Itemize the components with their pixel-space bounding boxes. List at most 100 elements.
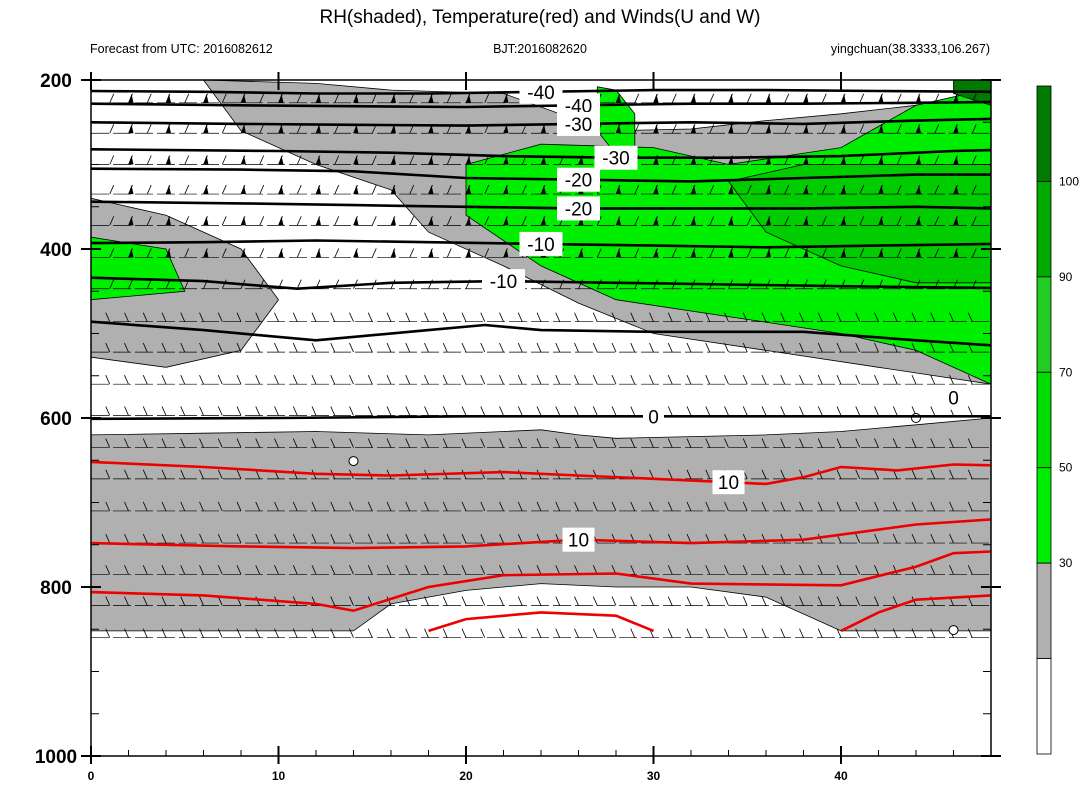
contour-label: -30 [565,115,592,136]
wind-barb [330,406,336,416]
wind-pennant [653,216,659,226]
wind-barb [124,565,129,575]
wind-barb [930,533,936,544]
wind-barb [634,216,640,226]
wind-barb [874,533,879,544]
wind-barb [761,596,767,606]
wind-barb [536,628,542,638]
wind-pennant [128,155,134,165]
chart-title: RH(shaded), Temperature(red) and Winds(U… [319,7,760,28]
wind-barb [780,628,786,638]
wind-barb [480,438,486,448]
contour-label: 10 [718,473,739,494]
wind-barb [896,93,902,103]
wind-barb [146,248,152,258]
wind-pennant [428,185,434,195]
wind-barb [442,312,448,322]
wind-barb [517,406,523,416]
wind-barb [967,596,973,606]
wind-pennant [803,248,809,258]
wind-barb [874,628,879,638]
wind-barb [161,596,167,606]
wind-barb [334,216,340,226]
wind-barb [105,406,111,416]
wind-barb [949,312,954,322]
wind-barb [649,342,654,353]
wind-barb [930,342,936,353]
wind-barb [292,375,298,385]
wind-barb [746,124,752,134]
wind-barb [724,628,729,638]
wind-barb [949,565,954,575]
wind-barb [967,312,973,322]
wind-barb [255,342,261,353]
wind-pennant [616,124,621,134]
wind-barb [799,342,804,353]
wind-barb [911,312,917,322]
wind-pennant [841,216,846,226]
wind-barb [461,375,467,385]
wind-barb [630,596,636,606]
wind-barb [536,501,542,512]
wind-barb [124,501,129,512]
wind-barb [634,93,640,103]
wind-barb [967,375,973,385]
wind-pennant [428,248,434,258]
colorbar-swatch [1036,467,1052,564]
wind-barb [874,312,879,322]
wind-barb [967,628,973,638]
wind-barb [292,406,298,416]
wind-barb [367,312,373,322]
wind-barb [667,438,673,448]
wind-barb [536,342,542,353]
wind-barb [109,124,115,134]
wind-barb [761,312,767,322]
wind-barb [746,184,752,195]
wind-barb [596,216,602,226]
wind-barb [836,312,842,322]
wind-barb [855,406,861,416]
wind-barb [334,155,340,165]
wind-barb [521,216,527,226]
wind-barb [424,596,429,606]
wind-pennant [728,155,734,165]
wind-barb [536,565,542,575]
wind-barb [405,438,411,448]
wind-barb [442,501,448,512]
wind-barb [484,184,490,195]
wind-barb [686,312,692,322]
wind-barb [296,248,302,258]
wind-barb [592,438,598,448]
wind-pennant [466,124,471,134]
wind-barb [761,501,767,512]
wind-barb [199,312,204,322]
wind-barb [161,565,167,575]
wind-barb [855,312,861,322]
wind-barb [311,628,317,638]
wind-pennant [278,93,284,103]
wind-barb [686,406,692,416]
colorbar: 100 90 70 50 30 [1036,85,1079,755]
wind-pennant [241,124,246,134]
wind-barb [330,533,336,544]
wind-barb [274,628,279,638]
wind-barb [517,533,523,544]
wind-barb [146,279,152,289]
wind-barb [724,342,729,353]
wind-barb [236,501,242,512]
wind-barb [686,438,692,448]
wind-barb [424,438,429,448]
wind-barb [499,438,504,448]
wind-barb [971,124,977,134]
wind-barb [874,596,879,606]
wind-pennant [766,155,771,165]
wind-barb [517,628,523,638]
wind-pennant [841,124,846,134]
wind-barb [330,342,336,353]
wind-barb [109,93,115,103]
wind-barb [142,628,148,638]
wind-pennant [878,248,884,258]
wind-pennant [503,155,509,165]
wind-barb [386,596,392,606]
wind-barb [667,565,673,575]
